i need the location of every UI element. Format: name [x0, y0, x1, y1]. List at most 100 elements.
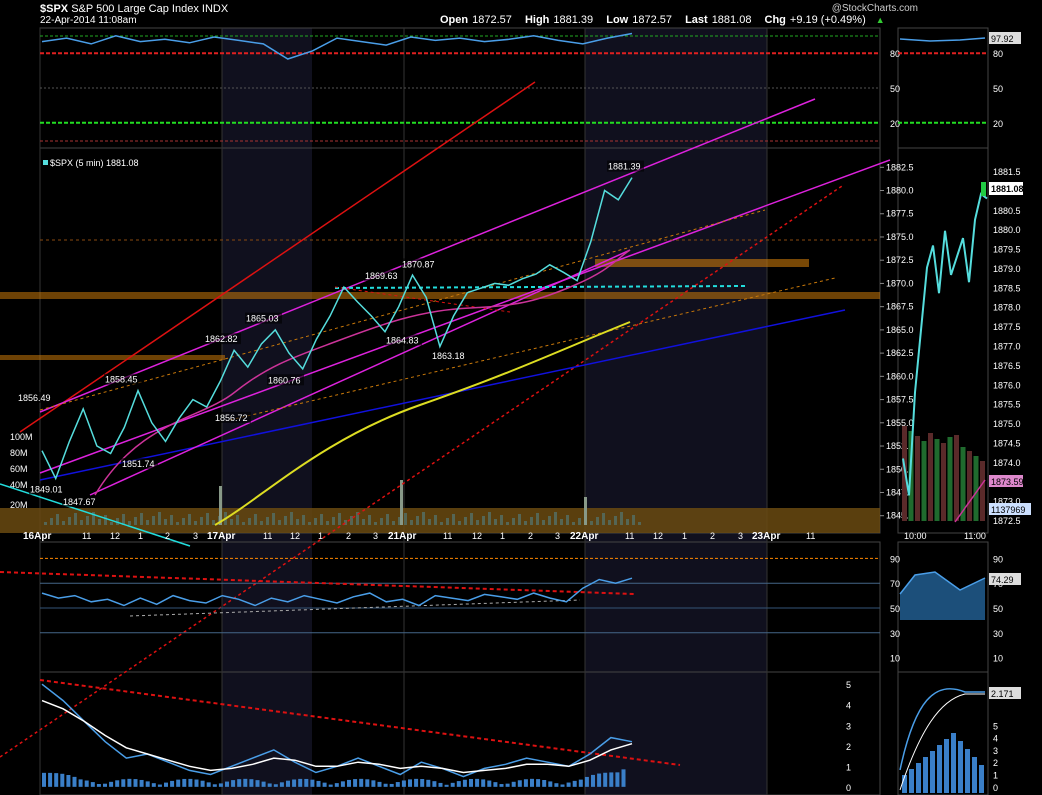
thumb-macd-bar	[944, 739, 949, 793]
macd-histogram-bar	[316, 780, 321, 787]
thumb-macd-bar	[916, 763, 921, 793]
annotation-bg	[245, 312, 282, 324]
macd-histogram-bar	[84, 780, 89, 787]
price-ytick-label: 1860.0	[886, 371, 914, 381]
macd-histogram-bar	[225, 781, 229, 787]
macd-value: 2.171	[991, 689, 1014, 699]
macd-histogram-bar	[401, 780, 406, 787]
x-axis-label: 3	[555, 531, 560, 541]
volume-bar	[614, 516, 617, 525]
thumb-macd-bar	[951, 733, 956, 793]
thumb-rsi-mid-line	[899, 571, 986, 595]
thumb-price-ytick: 1881.5	[993, 167, 1021, 177]
annotation-bg	[17, 391, 54, 403]
volume-bar	[74, 513, 77, 525]
volume-bar	[440, 522, 443, 525]
volume-bar	[188, 514, 191, 525]
orange-dashed-upper	[39, 209, 766, 411]
volume-bar	[206, 513, 209, 525]
x-axis-label: 1	[318, 531, 323, 541]
volume-bar	[296, 519, 299, 525]
macd-histogram-bar	[365, 779, 370, 787]
low-label: Low	[606, 14, 629, 26]
x-axis-label: 12	[290, 531, 300, 541]
thumb-volume-box	[989, 503, 1031, 515]
thumb-sma-value: 1873.59	[991, 477, 1024, 487]
thumb-macd-ytick: 1	[993, 771, 998, 781]
last-label: Last	[685, 14, 708, 26]
macd-histogram-bar	[133, 779, 138, 787]
macd-histogram-bar	[456, 781, 461, 787]
volume-bar	[524, 521, 527, 525]
volume-bar	[446, 518, 449, 525]
annotation-bg	[364, 269, 401, 281]
price-annotation: 1849.01	[30, 484, 63, 494]
macd-histogram-bar	[194, 779, 199, 787]
macd-histogram-bar	[170, 780, 175, 787]
price-ytick-label: 1862.5	[886, 348, 914, 358]
thumb-price-ytick: 1880.5	[993, 206, 1021, 216]
macd-histogram-bar	[578, 779, 583, 787]
rsi-mid-ytick: 70	[890, 579, 900, 589]
thumb-border-0	[897, 27, 989, 149]
macd-histogram-bar	[298, 778, 303, 787]
price-line	[41, 177, 633, 481]
volume-bar	[104, 515, 107, 525]
price-annotation: 1864.83	[386, 335, 419, 345]
thumb-rsi-mid-ytick: 50	[993, 604, 1003, 614]
thumb-volume-value: 1137969	[991, 505, 1025, 515]
volume-bar	[56, 514, 59, 525]
price-annotation: 1863.18	[432, 351, 465, 361]
price-annotation: 1881.39	[608, 162, 641, 172]
thumb-border-1	[897, 147, 989, 534]
annotation-bg	[401, 258, 438, 270]
volume-bar	[98, 519, 101, 525]
macd-value-box	[989, 687, 1021, 699]
macd-histogram-bar	[511, 781, 516, 787]
volume-bar	[482, 516, 485, 525]
thumb-macd-bar	[923, 757, 928, 793]
thumb-macd-line	[899, 688, 985, 771]
price-ytick-label: 1867.5	[886, 302, 914, 312]
rsi-top-ytick: 80	[890, 49, 900, 59]
volume-bar	[572, 522, 575, 525]
macd-histogram-bar	[591, 774, 595, 787]
volume-bar	[350, 516, 353, 525]
volume-bar	[512, 518, 515, 525]
macd-histogram-bar	[493, 782, 498, 787]
volume-bar	[290, 512, 293, 525]
macd-histogram-bar	[121, 779, 126, 787]
volume-bar	[170, 515, 173, 525]
thumb-price-ytick: 1877.5	[993, 322, 1021, 332]
volume-bar	[560, 519, 563, 525]
macd-histogram-bar	[200, 780, 205, 787]
x-axis-label: 11	[263, 531, 272, 541]
volume-bar	[392, 521, 395, 525]
thumb-price-ytick: 1874.5	[993, 438, 1021, 448]
price-annotation: 1851.74	[122, 459, 155, 469]
rsi-mid-value-box	[989, 573, 1021, 585]
thumb-volume-bar	[980, 461, 985, 521]
rsi-mid-ytick: 50	[890, 604, 900, 614]
volume-bar	[488, 512, 491, 525]
macd-histogram-bar	[566, 782, 571, 787]
volume-bar	[284, 516, 287, 525]
macd-histogram-bar	[359, 778, 364, 787]
volume-bar	[248, 518, 251, 525]
thumb-last-box	[989, 182, 1023, 195]
macd-histogram-bar	[450, 782, 455, 787]
thumb-macd-bar	[902, 775, 907, 793]
macd-histogram-bar	[151, 783, 156, 787]
macd-histogram-bar	[237, 779, 242, 787]
macd-histogram-bar	[127, 778, 132, 787]
volume-bar	[506, 522, 509, 525]
rsi-top-ytick: 50	[890, 84, 900, 94]
macd-histogram-bar	[231, 780, 236, 787]
macd-histogram-bar	[438, 782, 443, 787]
x-axis-label: 21Apr	[388, 531, 416, 542]
thumb-volume-bar	[947, 437, 953, 521]
thumb-macd-bar	[979, 765, 984, 793]
macd-histogram-bar	[48, 772, 53, 787]
volume-bar	[230, 519, 233, 525]
x-axis-label: 12	[110, 531, 120, 541]
